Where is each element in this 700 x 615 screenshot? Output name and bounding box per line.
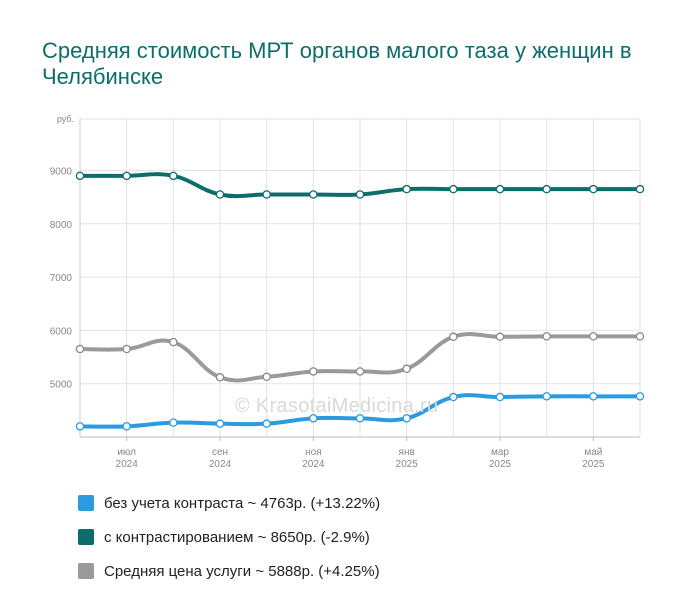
series-summary: ~ 4763р. (+13.22%) — [247, 494, 381, 512]
series-line-no-contrast-group — [75, 392, 645, 431]
data-point[interactable] — [122, 171, 131, 181]
data-point[interactable] — [309, 190, 318, 199]
data-point[interactable] — [215, 419, 225, 428]
x-tick-label-month: ноя — [305, 447, 322, 458]
legend-item-average[interactable]: Средняя цена услуги ~ 5888р. (+4.25%) — [78, 554, 380, 588]
legend-label: с контрастированием ~ 8650р. (-2.9%) — [104, 529, 370, 546]
series-line-with-contrast-group — [75, 171, 645, 199]
data-point[interactable] — [122, 344, 131, 354]
x-tick-label-year: 2025 — [396, 459, 419, 470]
data-point[interactable] — [635, 392, 645, 401]
data-point[interactable] — [589, 184, 598, 194]
watermark: © KrasotaiMedicina.ru — [235, 395, 439, 417]
legend-label: Средняя цена услуги ~ 5888р. (+4.25%) — [104, 563, 380, 580]
x-tick-label-month: сен — [212, 447, 228, 458]
x-tick-label-year: 2024 — [302, 459, 325, 470]
x-tick-label-year: 2025 — [489, 459, 512, 470]
data-point[interactable] — [402, 364, 411, 374]
data-point[interactable] — [542, 392, 551, 401]
legend-swatch — [78, 563, 94, 579]
y-tick-label: 8000 — [50, 220, 73, 231]
data-point[interactable] — [355, 190, 365, 199]
data-point[interactable] — [75, 344, 85, 354]
x-tick-label-month: май — [584, 447, 602, 458]
x-tick-label-year: 2025 — [582, 459, 605, 470]
x-tick-label-year: 2024 — [116, 459, 139, 470]
legend-swatch — [78, 495, 94, 511]
series-name: с контрастированием — [104, 528, 254, 546]
y-unit-label: руб. — [57, 114, 74, 124]
data-point[interactable] — [495, 392, 505, 402]
data-point[interactable] — [169, 171, 178, 181]
data-point[interactable] — [589, 332, 598, 341]
data-point[interactable] — [309, 367, 318, 376]
data-point[interactable] — [215, 373, 225, 382]
data-point[interactable] — [495, 184, 505, 194]
data-point[interactable] — [355, 414, 365, 423]
y-tick-label: 6000 — [50, 326, 73, 337]
data-point[interactable] — [262, 419, 271, 428]
x-tick-label-month: мар — [491, 447, 509, 458]
series-summary: ~ 8650р. (-2.9%) — [257, 528, 370, 546]
series-name: Средняя цена услуги — [104, 562, 252, 580]
data-point[interactable] — [635, 184, 645, 194]
data-point[interactable] — [309, 414, 318, 423]
data-point[interactable] — [589, 392, 598, 401]
data-point[interactable] — [402, 414, 411, 423]
legend: без учета контраста ~ 4763р. (+13.22%) с… — [78, 486, 380, 588]
data-point[interactable] — [262, 190, 271, 199]
data-point[interactable] — [355, 367, 365, 376]
data-point[interactable] — [542, 184, 551, 194]
grid-lines — [79, 118, 641, 437]
data-point[interactable] — [169, 337, 178, 347]
series-line-average-group — [75, 332, 645, 383]
data-point[interactable] — [542, 332, 551, 341]
y-tick-label: 7000 — [50, 273, 73, 284]
data-point[interactable] — [495, 332, 505, 342]
chart-title: Средняя стоимость МРТ органов малого таз… — [42, 38, 632, 89]
legend-item-no-contrast[interactable]: без учета контраста ~ 4763р. (+13.22%) — [78, 486, 380, 520]
data-point[interactable] — [122, 422, 131, 431]
x-tick-label-month: июл — [117, 447, 136, 458]
legend-swatch — [78, 529, 94, 545]
data-point[interactable] — [449, 332, 458, 342]
series-name: без учета контраста — [104, 494, 244, 512]
data-point[interactable] — [215, 190, 225, 199]
data-point[interactable] — [262, 372, 271, 382]
line-chart: 50006000700080009000руб.июл2024сен2024но… — [50, 114, 645, 470]
x-tick-label-year: 2024 — [209, 459, 232, 470]
data-point[interactable] — [402, 184, 411, 194]
data-point[interactable] — [75, 171, 85, 181]
data-point[interactable] — [75, 422, 85, 431]
data-point[interactable] — [449, 184, 458, 194]
x-tick-label-month: янв — [399, 447, 415, 458]
y-tick-label: 9000 — [50, 167, 73, 178]
data-point[interactable] — [169, 418, 178, 427]
axes: 50006000700080009000руб.июл2024сен2024но… — [50, 114, 640, 470]
data-point[interactable] — [449, 392, 458, 402]
series-layer — [75, 171, 645, 431]
y-tick-label: 5000 — [50, 380, 73, 391]
series-summary: ~ 5888р. (+4.25%) — [255, 562, 380, 580]
legend-label: без учета контраста ~ 4763р. (+13.22%) — [104, 495, 380, 512]
data-point[interactable] — [635, 332, 645, 341]
legend-item-with-contrast[interactable]: с контрастированием ~ 8650р. (-2.9%) — [78, 520, 380, 554]
